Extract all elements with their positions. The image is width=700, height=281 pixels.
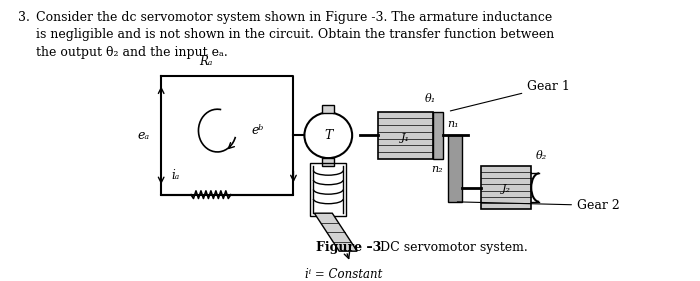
Text: eᵇ: eᵇ [251, 124, 264, 137]
Text: n₁: n₁ [448, 119, 459, 129]
Text: θ₁: θ₁ [425, 94, 436, 104]
Text: eₐ: eₐ [137, 129, 149, 142]
Text: 3.: 3. [18, 12, 30, 24]
Bar [322, 158, 334, 166]
Text: n₂: n₂ [431, 164, 442, 174]
Text: DC servomotor system.: DC servomotor system. [376, 241, 528, 255]
Text: J₁: J₁ [401, 133, 410, 143]
Bar [448, 135, 461, 202]
Bar [482, 166, 531, 209]
Text: Figure –3: Figure –3 [316, 241, 381, 255]
Bar [310, 163, 346, 216]
Text: is negligible and is not shown in the circuit. Obtain the transfer function betw: is negligible and is not shown in the ci… [36, 28, 554, 42]
Text: J₂: J₂ [502, 184, 511, 194]
Text: iₐ: iₐ [171, 169, 179, 182]
Text: Gear 1: Gear 1 [450, 80, 570, 111]
Text: T: T [324, 129, 332, 142]
Text: Gear 2: Gear 2 [457, 199, 620, 212]
Text: θ₂: θ₂ [536, 151, 547, 162]
Bar [433, 112, 442, 159]
Text: iⁱ = Constant: iⁱ = Constant [304, 268, 382, 281]
Bar [322, 105, 334, 112]
Text: the output θ₂ and the input eₐ.: the output θ₂ and the input eₐ. [36, 46, 228, 58]
Bar [378, 112, 433, 159]
Polygon shape [314, 213, 357, 251]
Text: Consider the dc servomotor system shown in Figure -3. The armature inductance: Consider the dc servomotor system shown … [36, 12, 552, 24]
Text: Rₐ: Rₐ [199, 55, 213, 68]
